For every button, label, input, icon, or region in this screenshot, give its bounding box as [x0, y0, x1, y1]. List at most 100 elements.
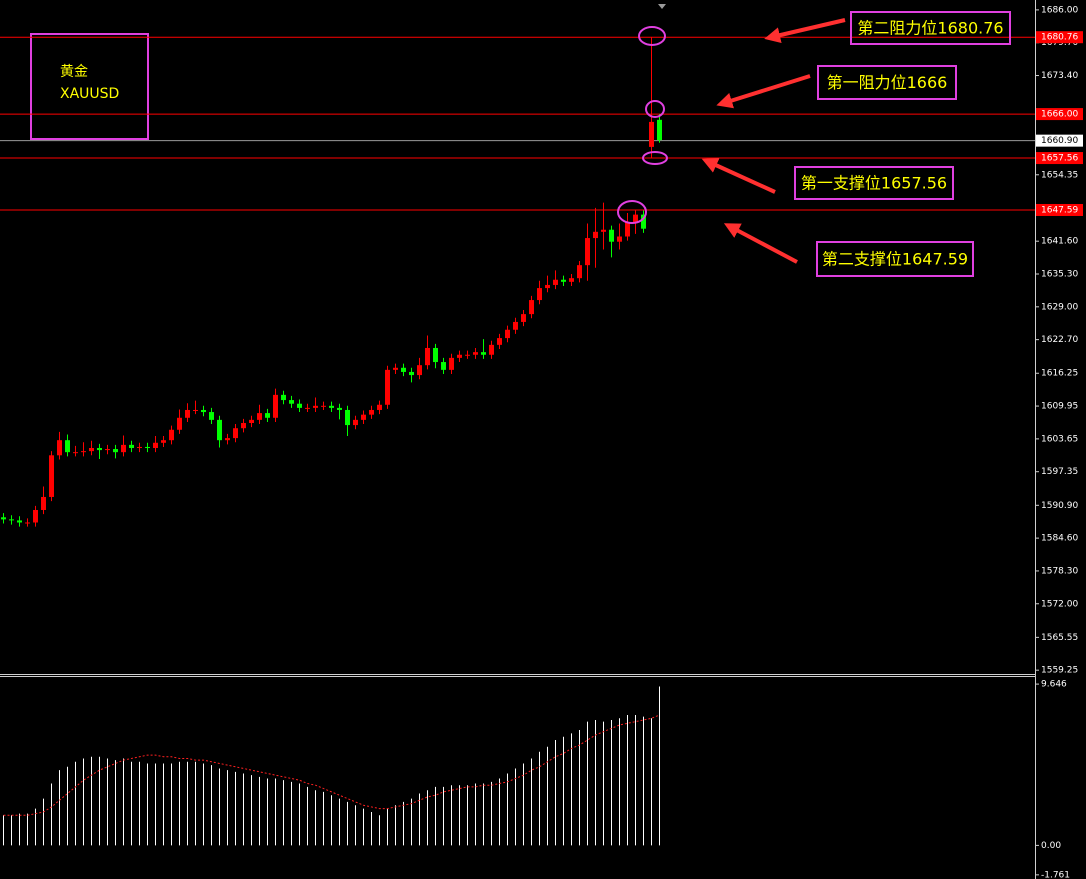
candle-body	[209, 412, 214, 420]
y-tick-label: 1622.70	[1041, 335, 1078, 345]
highlight-circle	[617, 200, 647, 224]
candle-body	[345, 409, 350, 426]
candle-body	[233, 428, 238, 439]
y-tick-label: 9.646	[1041, 680, 1067, 690]
price-level-tag	[1036, 152, 1083, 165]
candle-body	[393, 367, 398, 370]
candle-body	[553, 279, 558, 285]
annotation-box	[794, 166, 954, 200]
candle-body	[193, 409, 198, 411]
candle-body	[65, 440, 70, 453]
candle-body	[481, 352, 486, 355]
current-price-tag	[1036, 134, 1083, 147]
candle-body	[505, 329, 510, 339]
candle-body	[321, 405, 326, 407]
y-tick-label: 1673.40	[1041, 71, 1078, 81]
candle-body	[241, 422, 246, 429]
candle-body	[281, 394, 286, 401]
y-tick-label: 1603.65	[1041, 434, 1078, 444]
candle-body	[425, 347, 430, 366]
y-tick-label: 1578.30	[1041, 566, 1078, 576]
annotation-box	[850, 11, 1011, 45]
candle-body	[201, 409, 206, 413]
y-tick-label: 1641.60	[1041, 237, 1078, 247]
candle-body	[9, 519, 14, 521]
price-level-label: 1680.76	[1041, 33, 1078, 43]
candle-body	[593, 231, 598, 239]
candle-body	[641, 214, 646, 229]
candle-body	[449, 357, 454, 370]
symbol: XAUUSD	[60, 86, 119, 102]
candle-body	[561, 279, 566, 282]
candle-body	[377, 404, 382, 410]
y-tick-label: 1635.30	[1041, 270, 1078, 280]
candle-body	[617, 236, 622, 242]
arrow	[723, 223, 798, 264]
candle-body	[537, 288, 542, 301]
y-tick-label: 1616.25	[1041, 369, 1078, 379]
candle-body	[153, 442, 158, 448]
candle-body	[433, 347, 438, 363]
candle-body	[385, 369, 390, 405]
price-level-tag	[1036, 203, 1083, 216]
price-level-tag	[1036, 31, 1083, 44]
candle-body	[497, 338, 502, 345]
candle-body	[177, 417, 182, 430]
candle-body	[417, 365, 422, 376]
y-tick-label: 1597.35	[1041, 467, 1078, 477]
candle-body	[633, 214, 638, 222]
price-level-tag	[1036, 108, 1083, 121]
candle-body	[545, 284, 550, 289]
candle-body	[33, 509, 38, 523]
highlight-circle	[638, 26, 666, 46]
candle-body	[329, 405, 334, 408]
shift-marker	[658, 4, 666, 9]
signal-line	[3, 714, 660, 816]
candle-body	[97, 448, 102, 451]
candle-body	[305, 407, 310, 409]
annotation: 第二阻力位1680.76	[857, 19, 1003, 38]
candle-body	[105, 449, 110, 451]
candle-body	[489, 344, 494, 355]
candle-body	[297, 403, 302, 408]
highlight-circle	[645, 100, 665, 118]
y-tick-label: 1559.25	[1041, 666, 1078, 676]
price-level-label: 1647.59	[1041, 205, 1078, 215]
y-tick-label: 1686.00	[1041, 5, 1078, 15]
candle-body	[521, 314, 526, 322]
current-price-label: 1660.90	[1041, 136, 1078, 146]
candle-body	[585, 238, 590, 266]
y-tick-label: -1.761	[1041, 870, 1070, 879]
symbol-name: 黄金	[60, 63, 88, 80]
candle-body	[409, 371, 414, 376]
candle-body	[57, 440, 62, 456]
annotation: 第一支撑位1657.56	[801, 174, 947, 193]
candle-body	[137, 446, 142, 448]
candle-body	[273, 394, 278, 418]
y-tick-label: 0.00	[1041, 841, 1061, 851]
candle-body	[25, 522, 30, 524]
candle-body	[17, 520, 22, 523]
candle-body	[41, 496, 46, 510]
y-tick-label: 1572.00	[1041, 599, 1078, 609]
candle-body	[145, 446, 150, 448]
candle-body	[257, 413, 262, 420]
candle-body	[577, 265, 582, 279]
plot: 1686.00 1679.70 1673.40 1654.35 1641.60 1635.…	[0, 5, 1083, 879]
candle-body	[609, 229, 614, 242]
candle-body	[369, 409, 374, 415]
candle-body	[657, 119, 662, 141]
candle-body	[169, 429, 174, 441]
price-level-label: 1657.56	[1041, 154, 1078, 164]
candle-body	[81, 451, 86, 453]
candle-body	[457, 354, 462, 358]
candle-body	[265, 413, 270, 418]
candle-body	[353, 419, 358, 426]
candle-body	[249, 419, 254, 423]
candle-body	[513, 321, 518, 330]
candle-body	[185, 409, 190, 418]
symbol-box	[30, 33, 149, 140]
candle-body	[465, 354, 470, 356]
